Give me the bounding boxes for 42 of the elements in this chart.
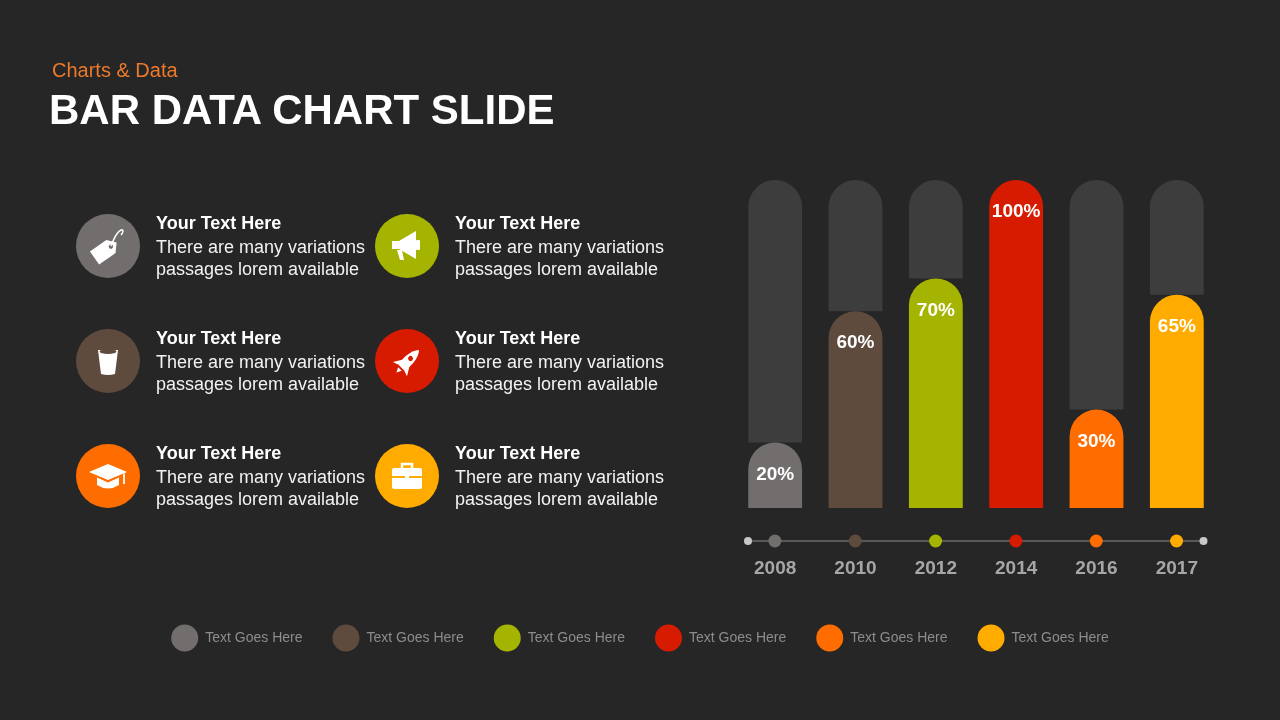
text: Your Text Here bbox=[156, 326, 283, 349]
x-tick-label: 2010 bbox=[834, 556, 877, 578]
legend-label: Text Goes Here bbox=[366, 628, 464, 645]
legend-label: Text Goes Here bbox=[205, 628, 303, 645]
x-tick-label: 2017 bbox=[1155, 556, 1198, 578]
data-label: 70% bbox=[916, 298, 955, 320]
text: Your Text Here bbox=[455, 211, 582, 234]
text: Your Text Here bbox=[455, 441, 582, 464]
bar bbox=[908, 180, 963, 279]
x-tick-label: 2014 bbox=[995, 556, 1038, 578]
text: There are many variations passages lorem available bbox=[455, 235, 666, 280]
x-tick-label: 2008 bbox=[754, 556, 797, 578]
bar bbox=[828, 180, 883, 312]
legend-label: Text Goes Here bbox=[689, 628, 787, 645]
text: There are many variations passages lorem available bbox=[455, 350, 666, 395]
legend-label: Text Goes Here bbox=[1011, 628, 1109, 645]
data-label: 65% bbox=[1157, 315, 1196, 337]
bar bbox=[1149, 294, 1204, 508]
data-label: 100% bbox=[991, 200, 1041, 222]
text: There are many variations passages lorem available bbox=[156, 350, 367, 395]
text: BAR DATA CHART SLIDE bbox=[49, 86, 555, 134]
bar bbox=[1069, 409, 1124, 508]
legend-label: Text Goes Here bbox=[527, 628, 626, 645]
legend-label: Text Goes Here bbox=[850, 628, 948, 645]
bar bbox=[908, 278, 963, 508]
data-label: 20% bbox=[756, 462, 795, 484]
text: Your Text Here bbox=[156, 211, 283, 234]
text: There are many variations passages lorem available bbox=[455, 465, 666, 510]
text: Your Text Here bbox=[455, 326, 582, 349]
bar bbox=[1149, 180, 1204, 295]
x-tick-label: 2016 bbox=[1075, 556, 1118, 578]
bar bbox=[828, 311, 883, 508]
text: Your Text Here bbox=[156, 441, 283, 464]
x-tick-label: 2012 bbox=[914, 556, 957, 578]
data-label: 60% bbox=[836, 331, 875, 353]
text: Charts & Data bbox=[52, 58, 178, 82]
data-label: 30% bbox=[1077, 429, 1116, 451]
text: There are many variations passages lorem available bbox=[156, 465, 367, 510]
bar bbox=[748, 180, 803, 443]
bar bbox=[1069, 180, 1124, 410]
text: There are many variations passages lorem available bbox=[156, 235, 367, 280]
bar bbox=[989, 180, 1044, 508]
